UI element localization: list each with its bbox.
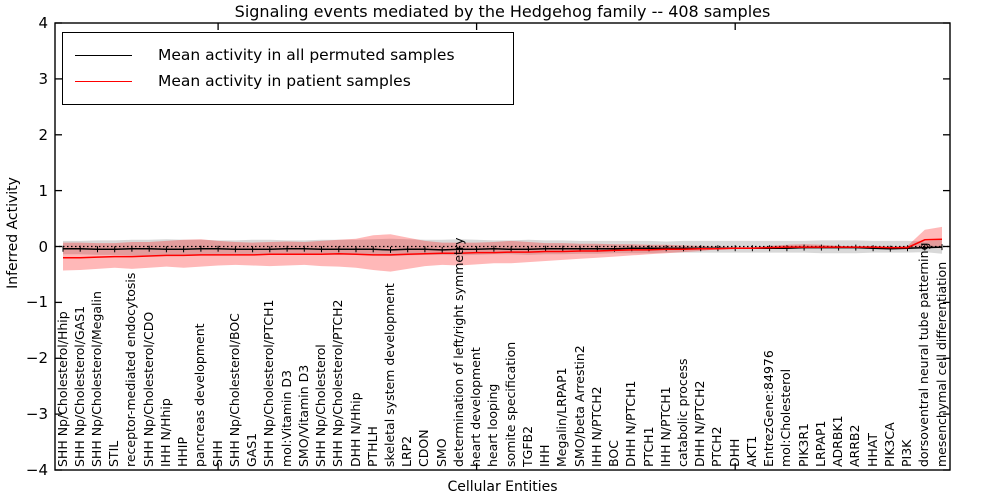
- legend-entry-patient: Mean activity in patient samples: [75, 68, 501, 94]
- x-tick-label: SHH: [209, 440, 225, 467]
- x-tick-label: mol:Vitamin D3: [278, 370, 294, 467]
- legend-label-patient: Mean activity in patient samples: [158, 72, 411, 90]
- x-tick-label: ARRB2: [847, 424, 863, 467]
- x-tick-label: receptor-mediated endocytosis: [123, 272, 139, 467]
- x-tick-label: SHH Np/Cholesterol/PTCH2: [330, 299, 346, 468]
- x-tick-label: PI3K: [899, 439, 915, 467]
- x-tick-label: SHH Np/Cholesterol/PTCH1: [261, 299, 277, 468]
- x-tick-label: DHH N/PTCH1: [623, 380, 639, 467]
- x-tick-label: HHIP: [175, 436, 191, 467]
- x-tick-label: heart development: [468, 347, 484, 467]
- legend-entry-permuted: Mean activity in all permuted samples: [75, 42, 501, 68]
- x-tick-label: PIK3CA: [881, 422, 897, 467]
- y-tick-label: 3: [38, 69, 48, 88]
- x-tick-label: SHH Np/Cholesterol/Megalin: [88, 291, 104, 467]
- mean-line-permuted: [63, 246, 943, 251]
- x-tick-label: IHH N/Hhip: [157, 398, 173, 467]
- x-tick-label: SMO: [433, 438, 449, 467]
- x-tick-label: IHH: [537, 444, 553, 468]
- chart-title: Signaling events mediated by the Hedgeho…: [234, 2, 771, 21]
- x-tick-label: mesenchymal cell differentiation: [933, 261, 949, 467]
- legend-box: Mean activity in all permuted samples Me…: [62, 32, 514, 105]
- x-tick-label: Megalin/LRPAP1: [554, 367, 570, 467]
- x-tick-label: PTCH1: [640, 426, 656, 467]
- y-tick-label: −4: [25, 461, 48, 479]
- x-tick-label: SMO/beta Arrestin2: [571, 345, 587, 467]
- x-tick-label: GAS1: [244, 432, 260, 467]
- x-tick-label: SHH Np/Cholesterol/CDO: [140, 311, 156, 467]
- x-tick-label: IHH N/PTCH1: [657, 386, 673, 467]
- x-tick-label: LRP2: [399, 435, 415, 467]
- x-tick-label: BOC: [606, 440, 622, 467]
- x-tick-label: TGFB2: [519, 425, 535, 467]
- y-tick-label: 1: [38, 181, 48, 200]
- x-tick-label: AKT1: [743, 435, 759, 467]
- y-tick-label: 2: [38, 125, 48, 144]
- x-tick-label: HHAT: [864, 432, 880, 467]
- permuted-std-band: [63, 238, 942, 256]
- x-tick-label: DHH N/Hhip: [347, 392, 363, 467]
- y-tick-label: −1: [25, 293, 48, 312]
- x-tick-label: DHH N/PTCH2: [692, 380, 708, 467]
- x-tick-label: IHH N/PTCH2: [588, 386, 604, 467]
- x-tick-label: skeletal system development: [381, 283, 397, 467]
- x-tick-label: SHH Np/Cholesterol: [313, 344, 329, 467]
- x-tick-label: dorsoventral neural tube patterning: [916, 242, 932, 468]
- y-tick-label: −2: [25, 349, 48, 368]
- x-tick-label: ADRBK1: [830, 415, 846, 467]
- x-tick-label: SHH Np/Cholesterol/GAS1: [71, 305, 87, 467]
- red-line-sample-icon: [75, 80, 132, 82]
- x-tick-label: heart looping: [485, 383, 501, 467]
- x-tick-label: pancreas development: [192, 323, 208, 467]
- x-tick-label: LRPAP1: [812, 420, 828, 467]
- x-tick-label: somite specification: [502, 341, 518, 467]
- x-tick-label: SHH Np/Cholesterol/Hhip: [54, 311, 70, 467]
- x-tick-label: PTHLH: [364, 426, 380, 467]
- x-tick-label: catabolic process: [674, 358, 690, 467]
- x-tick-label: DHH: [726, 438, 742, 467]
- y-tick-label: 0: [38, 237, 48, 256]
- x-tick-label: PTCH2: [709, 426, 725, 467]
- x-tick-label: CDON: [416, 429, 432, 467]
- x-tick-label: mol:Cholesterol: [778, 368, 794, 467]
- x-tick-label: STIL: [106, 440, 122, 467]
- y-tick-label: 4: [38, 14, 48, 32]
- x-tick-label: SHH Np/Cholesterol/BOC: [226, 313, 242, 467]
- black-line-sample-icon: [75, 54, 132, 56]
- mean-line-patient: [63, 238, 943, 259]
- x-tick-label: PIK3R1: [795, 422, 811, 467]
- x-axis-label: Cellular Entities: [447, 479, 558, 495]
- y-tick-label: −3: [25, 405, 48, 424]
- x-tick-label: SMO/Vitamin D3: [295, 364, 311, 467]
- legend-label-permuted: Mean activity in all permuted samples: [158, 46, 455, 64]
- x-tick-label: determination of left/right symmetry: [450, 237, 466, 468]
- x-tick-label: EntrezGene:84976: [761, 350, 777, 467]
